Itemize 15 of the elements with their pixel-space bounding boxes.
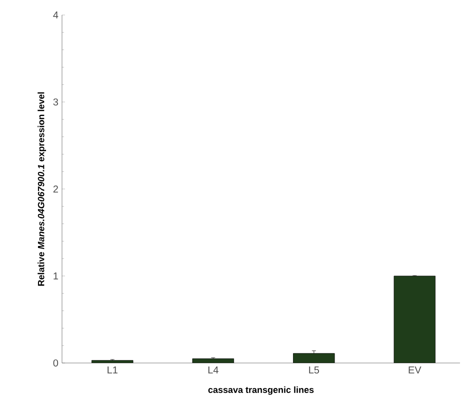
- x-tick-label: L1: [108, 366, 118, 374]
- x-axis-title: cassava transgenic lines: [208, 386, 314, 395]
- x-tick-label: L4: [208, 366, 218, 374]
- x-tick-label: EV: [408, 366, 422, 374]
- y-axis-title: Relative Manes.04G067900.1 expression level: [38, 92, 46, 286]
- bar: [92, 360, 134, 363]
- y-tick-label: 1: [54, 272, 58, 280]
- y-tick-label: 3: [53, 98, 58, 106]
- y-tick-label: 2: [53, 186, 58, 192]
- bar: [394, 276, 436, 363]
- x-tick-label: L5: [309, 366, 320, 374]
- y-tick-label: 4: [53, 12, 58, 18]
- bar: [293, 353, 335, 363]
- bar: [192, 358, 234, 363]
- y-tick-label: 0: [53, 359, 58, 367]
